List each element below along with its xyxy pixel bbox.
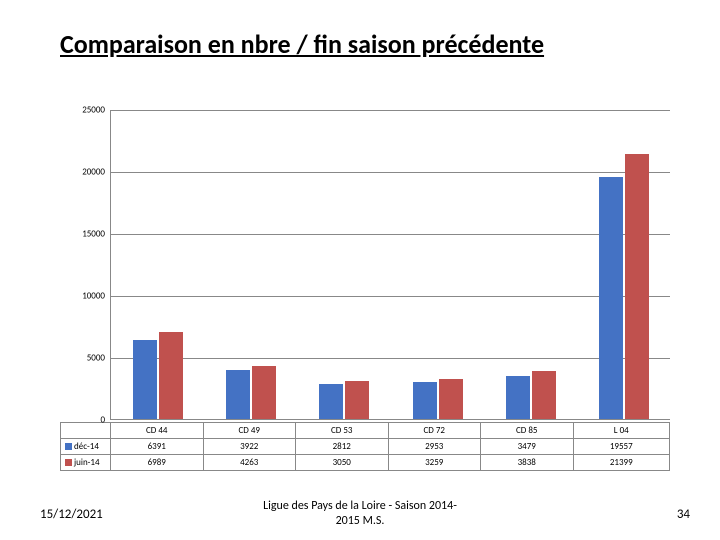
slide-title: Comparaison en nbre / fin saison précéde… [60, 28, 680, 60]
bar [413, 382, 437, 419]
table-row-label: juin-14 [61, 455, 111, 471]
comparison-chart: CD 44CD 49CD 53CD 72CD 85L 04déc-1463913… [60, 110, 670, 470]
table-row: déc-14 6391392228122953347919557 [61, 439, 670, 455]
series-label: juin-14 [74, 457, 100, 468]
y-tick-label: 0 [60, 415, 105, 426]
table-cell: 3050 [296, 455, 389, 471]
data-table: CD 44CD 49CD 53CD 72CD 85L 04déc-1463913… [60, 422, 670, 471]
y-tick-label: 5000 [60, 353, 105, 364]
bar [506, 376, 530, 419]
table-header: L 04 [573, 423, 670, 439]
bar [625, 154, 649, 419]
y-tick-label: 25000 [60, 105, 105, 116]
table-header: CD 49 [203, 423, 296, 439]
gridline [111, 110, 670, 111]
footer-page-number: 34 [677, 507, 690, 522]
bar-group [484, 371, 577, 419]
table-cell: 3479 [481, 439, 574, 455]
table-cell: 6989 [111, 455, 204, 471]
bar-group [204, 366, 297, 419]
y-tick-label: 15000 [60, 229, 105, 240]
bar-group [578, 154, 671, 419]
table-cell: 3922 [203, 439, 296, 455]
bar-group [391, 379, 484, 419]
bar [599, 177, 623, 420]
y-tick-label: 20000 [60, 167, 105, 178]
table-cell: 21399 [573, 455, 670, 471]
bar [532, 371, 556, 419]
table-header: CD 85 [481, 423, 574, 439]
bar-group [298, 381, 391, 419]
y-tick-label: 10000 [60, 291, 105, 302]
table-header: CD 72 [388, 423, 481, 439]
table-header: CD 53 [296, 423, 389, 439]
table-cell: 19557 [573, 439, 670, 455]
table-cell: 3838 [481, 455, 574, 471]
bar [226, 370, 250, 419]
bar-group [111, 332, 204, 419]
bar [159, 332, 183, 419]
bar [133, 340, 157, 419]
table-cell: 2812 [296, 439, 389, 455]
bar [319, 384, 343, 419]
footer-line1: Ligue des Pays de la Loire - Saison 2014… [263, 499, 457, 513]
table-cell: 3259 [388, 455, 481, 471]
footer-line2: 2015 M.S. [336, 514, 385, 528]
series-label: déc-14 [74, 441, 99, 452]
table-cell: 4263 [203, 455, 296, 471]
table-cell: 2953 [388, 439, 481, 455]
footer-caption: Ligue des Pays de la Loire - Saison 2014… [0, 499, 720, 528]
bar [439, 379, 463, 419]
table-cell: 6391 [111, 439, 204, 455]
bar [345, 381, 369, 419]
legend-swatch [65, 443, 72, 450]
bar [252, 366, 276, 419]
table-row: juin-14 6989426330503259383821399 [61, 455, 670, 471]
table-header: CD 44 [111, 423, 204, 439]
table-row-label: déc-14 [61, 439, 111, 455]
legend-swatch [65, 459, 72, 466]
plot-area [110, 110, 670, 420]
